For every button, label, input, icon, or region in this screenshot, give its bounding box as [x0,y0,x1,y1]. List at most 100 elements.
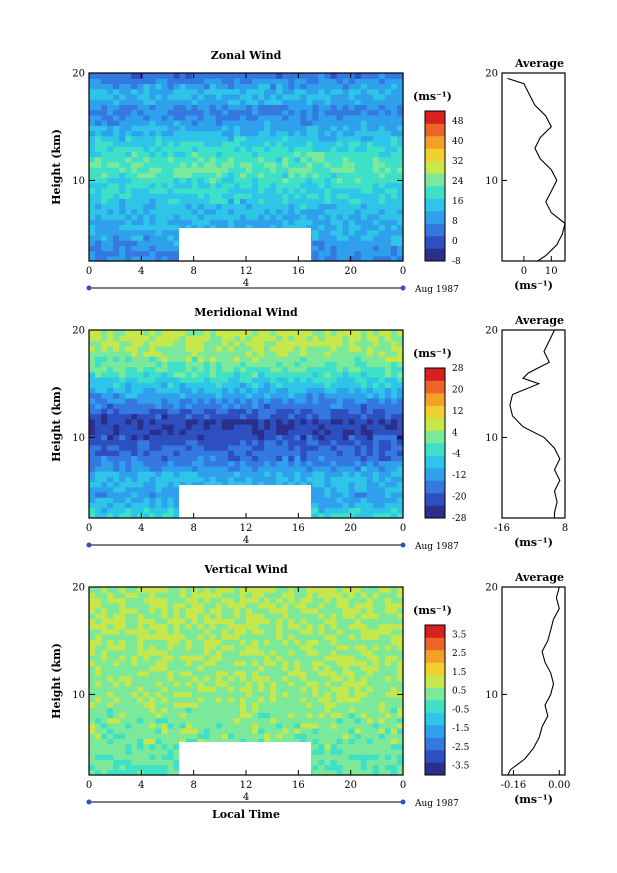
heatmap-cell [294,460,301,467]
heatmap-cell [95,434,102,441]
heatmap-cell [191,93,199,100]
heatmap-cell [336,722,344,729]
heatmap-cell [384,240,392,246]
heatmap-cell [125,193,132,199]
heatmap-cell [246,99,253,105]
heatmap-cell [239,356,247,362]
heatmap-cell [101,717,108,724]
heatmap-cell [89,371,96,378]
heatmap-cell [119,78,126,85]
heatmap-cell [113,392,120,399]
heatmap-cell [342,408,350,415]
heatmap-cell [113,382,120,389]
heatmap-cell [258,330,265,336]
heatmap-cell [137,104,144,111]
heatmap-cell [282,120,289,126]
heatmap-cell [233,717,241,724]
heatmap-cell [167,696,175,703]
heatmap-cell [125,707,132,713]
heatmap-cell [179,712,187,719]
heatmap-cell [396,182,404,189]
heatmap-cell [215,177,223,184]
heatmap-cell [354,387,362,394]
heatmap-cell [167,120,175,126]
heatmap-cell [161,748,169,755]
heatmap-cell [149,465,157,472]
heatmap-cell [131,696,138,703]
average-unit: (ms⁻¹) [514,536,553,549]
heatmap-cell [125,371,132,378]
heatmap-cell [89,722,96,729]
heatmap-cell [131,340,138,347]
heatmap-cell [378,701,386,708]
heatmap-cell [390,335,398,342]
heatmap-cell [282,408,289,415]
heatmap-cell [330,114,338,121]
heatmap-cell [378,135,386,142]
heatmap-cell [233,418,241,425]
heatmap-cell [270,193,277,199]
date-label: Aug 1987 [414,285,459,295]
heatmap-cell [203,83,211,90]
heatmap-cell [227,712,235,719]
heatmap-cell [167,156,175,163]
heatmap-cell [179,392,187,399]
heatmap-cell [137,73,144,79]
y-axis-label: Height (km) [50,386,63,462]
heatmap-cell [119,219,126,226]
heatmap-cell [390,670,398,677]
colorbar-swatch [425,380,445,394]
heatmap-cell [179,187,187,194]
heatmap-cell [372,392,380,399]
heatmap-cell [149,471,157,477]
heatmap-cell [107,471,114,477]
heatmap-cell [324,345,332,352]
heatmap-cell [239,418,247,425]
heatmap-cell [167,203,175,210]
heatmap-cell [366,345,374,352]
heatmap-cell [264,665,271,672]
heatmap-cell [119,224,126,231]
heatmap-cell [384,187,392,194]
heatmap-cell [306,681,314,687]
heatmap-cell [324,460,332,467]
heatmap-cell [191,465,199,472]
heatmap-cell [161,759,169,766]
heatmap-cell [173,465,181,472]
heatmap-cell [149,717,157,724]
heatmap-cell [258,377,265,383]
heatmap-cell [155,255,163,262]
heatmap-cell [276,330,283,336]
heatmap-cell [107,172,114,179]
heatmap-cell [270,120,277,126]
heatmap-cell [300,177,307,184]
heatmap-cell [288,424,295,430]
heatmap-cell [203,93,211,100]
heatmap-cell [288,382,295,389]
heatmap-cell [360,728,368,734]
heatmap-cell [246,130,253,137]
heatmap-cell [137,728,144,734]
heatmap-cell [125,476,132,483]
heatmap-cell [119,182,126,189]
heatmap-cell [366,738,374,745]
heatmap-cell [342,109,350,116]
heatmap-cell [215,88,223,95]
heatmap-cell [215,330,223,336]
heatmap-cell [384,229,392,236]
heatmap-cell [113,172,120,179]
heatmap-cell [119,156,126,163]
heatmap-cell [191,712,199,719]
heatmap-cell [384,769,392,776]
heatmap-cell [276,387,283,394]
heatmap-cell [294,728,301,734]
heatmap-cell [372,471,380,477]
heatmap-cell [330,350,338,357]
heatmap-cell [227,444,235,451]
heatmap-cell [137,460,144,467]
heatmap-cell [233,397,241,404]
heatmap-cell [312,681,320,687]
heatmap-cell [288,434,295,441]
heatmap-cell [119,214,126,220]
heatmap-cell [330,722,338,729]
